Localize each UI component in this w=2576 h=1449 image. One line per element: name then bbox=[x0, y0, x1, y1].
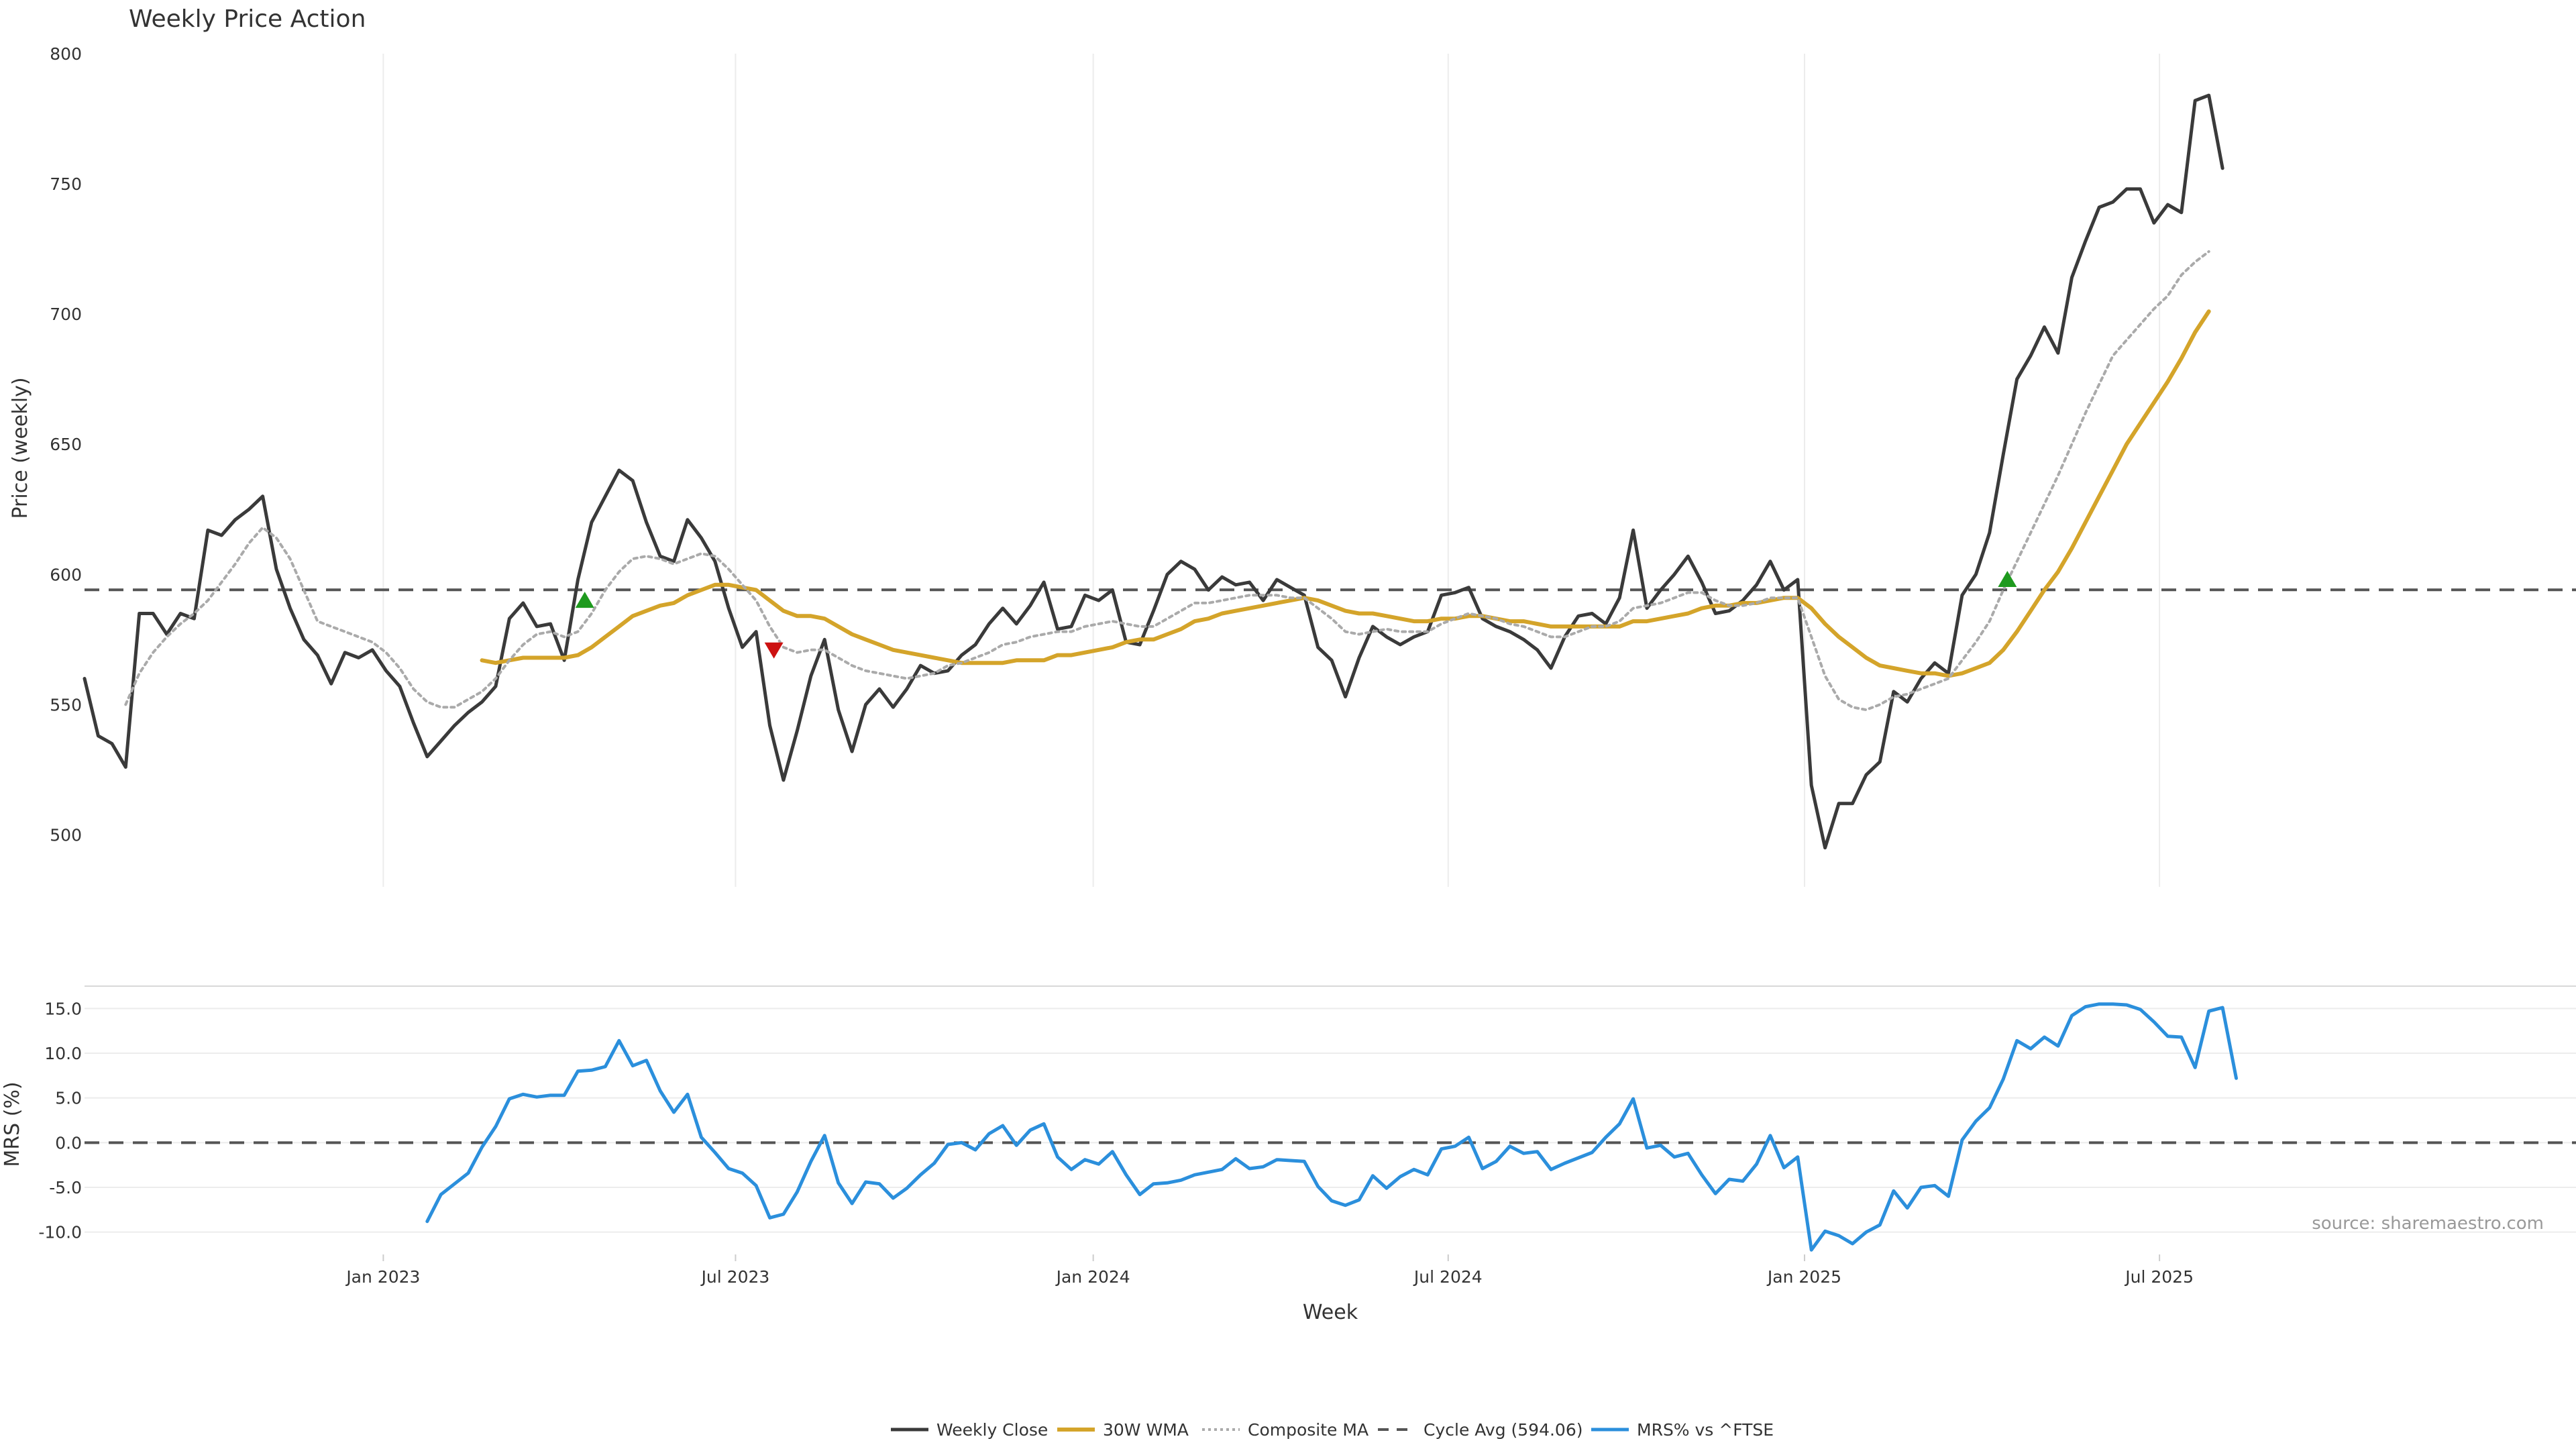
series-mrs-vs-ftse bbox=[425, 1002, 2238, 1252]
price-y-tick-6: 800 bbox=[50, 44, 82, 64]
price-series-group bbox=[83, 93, 2224, 850]
x-tick-label-3: Jul 2024 bbox=[1413, 1267, 1483, 1287]
legend-label-weekly-close: Weekly Close bbox=[936, 1420, 1048, 1440]
mrs-y-axis: -10.0 -5.0 0.0 5.0 10.0 15.0 bbox=[38, 999, 82, 1242]
x-axis-title: Week bbox=[1303, 1301, 1358, 1324]
buy-signal-marker-0 bbox=[575, 592, 594, 608]
legend-label-30w-wma: 30W WMA bbox=[1103, 1420, 1189, 1440]
price-y-tick-2: 600 bbox=[50, 565, 82, 584]
price-y-tick-0: 500 bbox=[50, 825, 82, 845]
legend: Weekly Close 30W WMA Composite MA Cycle … bbox=[891, 1420, 1774, 1440]
legend-item-30w-wma[interactable]: 30W WMA bbox=[1057, 1420, 1189, 1440]
legend-item-mrs[interactable]: MRS% vs ^FTSE bbox=[1591, 1420, 1774, 1440]
x-tick-label-1: Jul 2023 bbox=[700, 1267, 770, 1287]
mrs-y-tick-1: -5.0 bbox=[49, 1178, 82, 1197]
buy-signal-marker-2 bbox=[1998, 571, 2017, 588]
series-30w-wma bbox=[480, 309, 2211, 678]
x-tick-label-2: Jan 2024 bbox=[1055, 1267, 1130, 1287]
price-y-tick-1: 550 bbox=[50, 695, 82, 714]
price-y-tick-4: 700 bbox=[50, 305, 82, 324]
legend-label-mrs: MRS% vs ^FTSE bbox=[1637, 1420, 1774, 1440]
source-label: source: sharemaestro.com bbox=[2312, 1214, 2544, 1234]
series-weekly-close bbox=[83, 93, 2224, 850]
price-vertical-grid bbox=[382, 54, 2161, 887]
price-y-axis-title: Price (weekly) bbox=[9, 377, 32, 519]
legend-item-cycle-avg[interactable]: Cycle Avg (594.06) bbox=[1378, 1420, 1583, 1440]
series-composite-ma bbox=[124, 250, 2210, 712]
mrs-panel: -10.0 -5.0 0.0 5.0 10.0 15.0 bbox=[38, 985, 2576, 1252]
legend-label-cycle-avg: Cycle Avg (594.06) bbox=[1424, 1420, 1583, 1440]
x-tick-label-0: Jan 2023 bbox=[345, 1267, 420, 1287]
mrs-y-tick-0: -10.0 bbox=[38, 1223, 82, 1242]
mrs-y-axis-title: MRS (%) bbox=[1, 1081, 24, 1167]
x-tick-label-4: Jan 2025 bbox=[1766, 1267, 1841, 1287]
mrs-y-tick-3: 5.0 bbox=[55, 1089, 82, 1108]
signal-markers bbox=[575, 571, 2017, 659]
price-panel: 500 550 600 650 700 750 800 bbox=[50, 44, 2576, 887]
mrs-series-group bbox=[425, 1002, 2238, 1252]
mrs-y-tick-2: 0.0 bbox=[55, 1133, 82, 1152]
mrs-y-tick-4: 10.0 bbox=[44, 1044, 82, 1063]
mrs-y-tick-5: 15.0 bbox=[44, 999, 82, 1018]
legend-item-weekly-close[interactable]: Weekly Close bbox=[891, 1420, 1048, 1440]
chart-title: Weekly Price Action bbox=[129, 5, 366, 33]
price-y-tick-3: 650 bbox=[50, 435, 82, 454]
legend-item-composite-ma[interactable]: Composite MA bbox=[1202, 1420, 1368, 1440]
x-tick-label-5: Jul 2025 bbox=[2124, 1267, 2194, 1287]
legend-label-composite-ma: Composite MA bbox=[1248, 1420, 1368, 1440]
x-axis-ticks: Jan 2023 Jul 2023 Jan 2024 Jul 2024 Jan 2025… bbox=[345, 1254, 2194, 1287]
price-y-tick-5: 750 bbox=[50, 174, 82, 194]
sell-signal-marker-1 bbox=[764, 642, 784, 659]
price-y-axis: 500 550 600 650 700 750 800 bbox=[50, 44, 82, 845]
